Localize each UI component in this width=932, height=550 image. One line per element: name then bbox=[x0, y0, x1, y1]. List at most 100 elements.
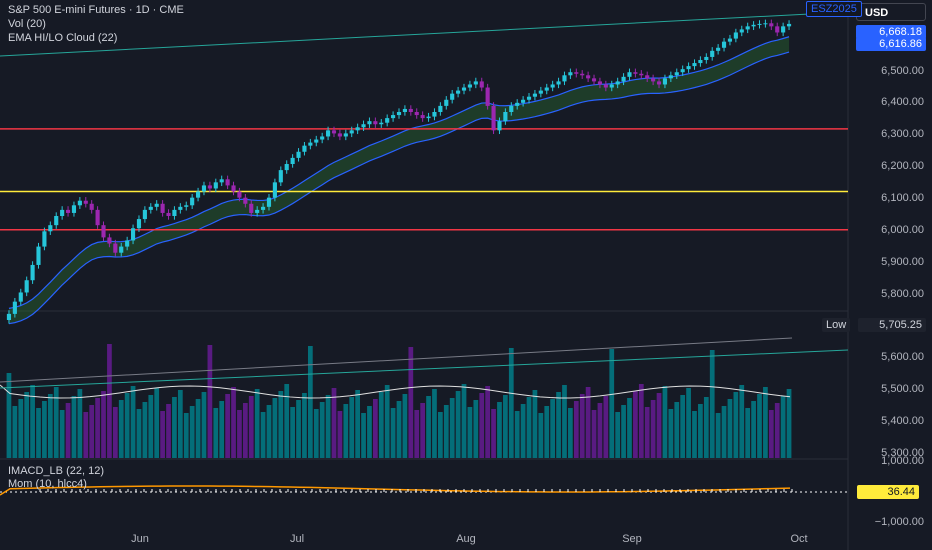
volume-bar bbox=[260, 412, 266, 458]
candle-body bbox=[314, 139, 319, 143]
volume-bar bbox=[497, 402, 502, 458]
vol-trend-line-2 bbox=[0, 349, 849, 389]
volume-bar bbox=[650, 400, 656, 458]
candle-body bbox=[219, 179, 224, 183]
volume-bar bbox=[325, 395, 331, 458]
candle-body bbox=[71, 205, 77, 213]
volume-bar bbox=[763, 387, 768, 458]
price-label: 6,000.00 bbox=[881, 224, 924, 236]
candle-body bbox=[272, 182, 277, 198]
candle-body bbox=[627, 72, 632, 77]
volume-bar bbox=[183, 413, 189, 458]
volume-bar bbox=[455, 391, 461, 458]
volume-bar bbox=[727, 399, 733, 458]
volume-bar bbox=[219, 401, 225, 458]
candle-body bbox=[550, 84, 555, 88]
candle-body bbox=[60, 209, 65, 216]
candle-body bbox=[326, 130, 331, 137]
candle-body bbox=[89, 203, 94, 210]
candle-body bbox=[751, 24, 756, 27]
volume-bar bbox=[59, 410, 65, 458]
candle-body bbox=[243, 197, 248, 204]
candle-body bbox=[444, 99, 449, 106]
volume-bar bbox=[89, 405, 95, 458]
candle-body bbox=[6, 313, 12, 320]
volume-bar bbox=[361, 413, 366, 458]
volume-bar bbox=[591, 410, 597, 458]
volume-bar bbox=[556, 392, 561, 458]
candle-body bbox=[704, 56, 709, 60]
volume-bar bbox=[432, 389, 437, 458]
candle-body bbox=[414, 112, 419, 116]
symbol-tag: ESZ2025 bbox=[806, 1, 862, 17]
candle-body bbox=[337, 133, 342, 137]
candle-body bbox=[716, 47, 721, 51]
indicator-bottom-tick: −1,000.00 bbox=[874, 516, 924, 528]
time-label: Sep bbox=[622, 533, 642, 545]
candle-body bbox=[36, 246, 41, 265]
volume-bar bbox=[355, 390, 360, 458]
price-label: 5,900.00 bbox=[881, 256, 924, 268]
candle-body bbox=[775, 26, 780, 33]
candle-body bbox=[580, 73, 585, 76]
volume-bar bbox=[231, 387, 236, 458]
volume-bar bbox=[414, 410, 420, 458]
candle-body bbox=[426, 116, 431, 119]
volume-bar bbox=[420, 403, 426, 458]
volume-bar bbox=[378, 392, 384, 458]
volume-bar bbox=[479, 393, 485, 458]
volume-bar bbox=[443, 405, 449, 458]
volume-bar bbox=[213, 408, 219, 458]
volume-bar bbox=[774, 403, 780, 458]
candle-body bbox=[343, 133, 348, 137]
candle-body bbox=[686, 66, 691, 70]
volume-bar bbox=[278, 391, 284, 458]
volume-bar bbox=[154, 388, 160, 458]
candle-body bbox=[497, 121, 502, 131]
volume-bar bbox=[633, 391, 638, 458]
volume-bar bbox=[201, 392, 207, 458]
candle-body bbox=[249, 203, 254, 213]
volume-bar bbox=[195, 399, 201, 458]
candle-body bbox=[633, 72, 638, 74]
imacd-legend[interactable]: IMACD_LB (22, 12) bbox=[8, 465, 104, 477]
candle-body bbox=[662, 78, 668, 85]
candle-body bbox=[184, 205, 189, 207]
price-label: 6,100.00 bbox=[881, 192, 924, 204]
volume-ma-line bbox=[0, 384, 791, 399]
volume-bar bbox=[520, 404, 526, 458]
candle-body bbox=[532, 93, 537, 97]
volume-bar bbox=[349, 397, 355, 458]
candle-body bbox=[656, 81, 662, 85]
candle-body bbox=[201, 185, 207, 192]
volume-bar bbox=[296, 400, 301, 458]
ema-legend[interactable]: EMA HI/LO Cloud (22) bbox=[8, 32, 118, 44]
candle-body bbox=[42, 231, 47, 247]
candle-body bbox=[402, 108, 407, 112]
price-label: 5,600.00 bbox=[881, 351, 924, 363]
currency-button[interactable]: USD bbox=[856, 3, 926, 21]
mom-legend[interactable]: Mom (10, hlcc4) bbox=[8, 478, 87, 490]
volume-bar bbox=[160, 411, 165, 458]
candle-body bbox=[207, 185, 212, 189]
volume-bar bbox=[703, 397, 709, 458]
volume-bar bbox=[396, 401, 402, 458]
candle-body bbox=[503, 112, 508, 122]
candle-body bbox=[680, 69, 685, 73]
price-label: 6,300.00 bbox=[881, 128, 924, 140]
volume-bar bbox=[473, 400, 479, 458]
vol-legend[interactable]: Vol (20) bbox=[8, 18, 46, 30]
candle-body bbox=[526, 96, 532, 100]
candle-body bbox=[538, 90, 543, 94]
candle-body bbox=[83, 200, 88, 204]
volume-bar bbox=[118, 400, 124, 458]
candle-body bbox=[302, 145, 307, 152]
candle-body bbox=[461, 87, 467, 91]
volume-bar bbox=[284, 384, 290, 458]
volume-bar bbox=[130, 386, 136, 458]
volume-bar bbox=[142, 402, 148, 458]
volume-bar bbox=[768, 410, 774, 458]
volume-bar bbox=[579, 394, 585, 458]
volume-bar bbox=[656, 393, 662, 458]
